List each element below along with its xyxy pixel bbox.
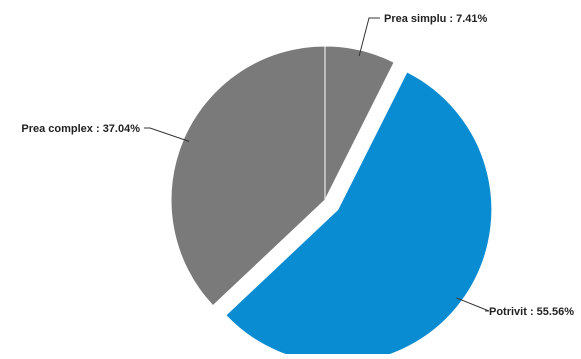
leader-line (456, 297, 490, 312)
slice-label: Prea simplu : 7.41% (384, 13, 488, 25)
labels-layer: Prea simplu : 7.41% Potrivit : 55.56% Prea… (21, 13, 574, 318)
leader-line (358, 17, 380, 57)
leader-line (144, 127, 190, 142)
slice-label: Prea complex : 37.04% (21, 123, 140, 135)
slice-label: Potrivit : 55.56% (489, 306, 574, 318)
slices-layer (170, 45, 493, 359)
